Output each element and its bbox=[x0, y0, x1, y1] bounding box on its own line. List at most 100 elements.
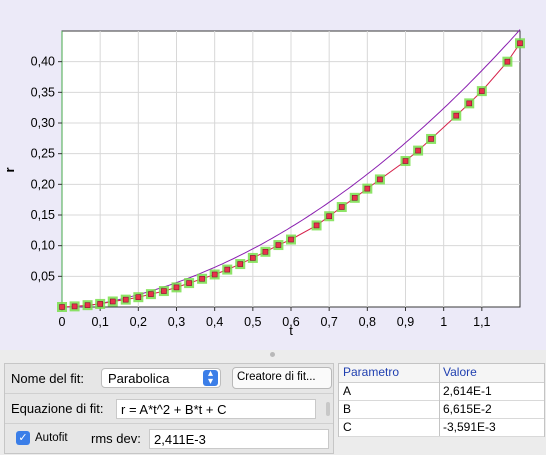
data-point[interactable] bbox=[133, 292, 144, 303]
table-row[interactable]: B 6,615E-2 bbox=[339, 401, 544, 419]
data-marker bbox=[186, 280, 192, 286]
data-marker bbox=[59, 304, 65, 310]
x-axis-label: t bbox=[289, 323, 293, 338]
data-point[interactable] bbox=[324, 211, 335, 222]
y-tick-label: 0,20 bbox=[31, 177, 55, 191]
data-point[interactable] bbox=[426, 133, 437, 144]
fit-name-value: Parabolica bbox=[108, 371, 170, 386]
data-point[interactable] bbox=[197, 273, 208, 284]
y-tick-label: 0,40 bbox=[31, 55, 55, 69]
data-marker bbox=[250, 255, 256, 261]
data-point[interactable] bbox=[349, 192, 360, 203]
data-point[interactable] bbox=[82, 300, 93, 311]
param-name: B bbox=[343, 402, 352, 416]
param-value: 2,614E-1 bbox=[443, 384, 492, 398]
data-marker bbox=[161, 288, 167, 294]
data-point[interactable] bbox=[502, 56, 513, 67]
table-row[interactable]: C -3,591E-3 bbox=[339, 419, 544, 437]
data-point[interactable] bbox=[171, 282, 182, 293]
equation-field[interactable]: r = A*t^2 + B*t + C bbox=[116, 399, 316, 419]
data-marker bbox=[479, 88, 485, 94]
data-point[interactable] bbox=[273, 240, 284, 251]
param-name: C bbox=[343, 420, 352, 434]
rms-label: rms dev: bbox=[91, 431, 141, 446]
data-point[interactable] bbox=[120, 294, 131, 305]
data-point[interactable] bbox=[158, 286, 169, 297]
x-tick-label: 0,6 bbox=[282, 315, 299, 329]
fit-builder-button[interactable]: Creatore di fit... bbox=[232, 367, 332, 389]
plot-panel[interactable]: 0 0,1 0,2 0,3 0,4 0,5 0,6 0,7 0,8 0,9 1 1,1 0,05 0,10… bbox=[0, 0, 546, 350]
param-name: A bbox=[343, 384, 352, 398]
param-value: 6,615E-2 bbox=[443, 402, 492, 416]
value-column-header[interactable]: Valore bbox=[443, 365, 477, 379]
data-marker bbox=[288, 236, 294, 243]
data-marker bbox=[97, 301, 103, 307]
data-marker bbox=[402, 158, 409, 164]
data-point[interactable] bbox=[286, 234, 296, 245]
data-point[interactable] bbox=[362, 183, 373, 194]
fit-controls-area: Nome del fit: Parabolica ▴ ▾ Creatore di … bbox=[0, 360, 546, 455]
autofit-checkbox[interactable]: ✓ bbox=[16, 431, 30, 445]
data-point[interactable] bbox=[311, 220, 322, 231]
data-marker bbox=[377, 176, 383, 183]
fit-name-select[interactable]: Parabolica ▴ ▾ bbox=[101, 368, 221, 388]
x-tick-label: 0 bbox=[59, 315, 66, 329]
param-column-header[interactable]: Parametro bbox=[343, 365, 400, 379]
data-marker bbox=[428, 136, 434, 142]
data-marker bbox=[275, 242, 282, 248]
x-tick-label: 0,3 bbox=[168, 315, 185, 329]
data-point[interactable] bbox=[69, 301, 80, 312]
data-point[interactable] bbox=[95, 298, 106, 309]
x-tick-label: 0,9 bbox=[397, 315, 414, 329]
data-marker bbox=[237, 261, 244, 267]
autofit-row: ✓ Autofit rms dev: 2,411E-3 bbox=[5, 424, 333, 453]
split-divider-handle[interactable] bbox=[270, 352, 275, 357]
table-row[interactable]: A 2,614E-1 bbox=[339, 383, 544, 401]
x-tick-label: 1,1 bbox=[473, 315, 490, 329]
data-point[interactable] bbox=[145, 289, 156, 300]
params-table[interactable]: Parametro Valore A 2,614E-1 B 6,615E-2 C… bbox=[338, 363, 545, 437]
data-point[interactable] bbox=[209, 269, 220, 280]
x-tick-label: 0,8 bbox=[359, 315, 376, 329]
param-value: -3,591E-3 bbox=[443, 420, 496, 434]
rms-value-field: 2,411E-3 bbox=[149, 429, 329, 449]
data-marker bbox=[415, 147, 421, 154]
data-marker bbox=[338, 204, 345, 210]
y-tick-label: 0,35 bbox=[31, 85, 55, 99]
data-marker bbox=[351, 195, 358, 201]
chevron-updown-icon: ▴ ▾ bbox=[203, 369, 218, 387]
y-tick-label: 0,30 bbox=[31, 116, 55, 130]
data-point[interactable] bbox=[400, 156, 411, 167]
data-point[interactable] bbox=[451, 110, 462, 121]
y-tick-label: 0,05 bbox=[31, 269, 55, 283]
data-marker bbox=[364, 185, 371, 192]
equation-label: Equazione di fit: bbox=[11, 401, 104, 416]
data-marker bbox=[173, 284, 180, 291]
data-point[interactable] bbox=[515, 38, 525, 49]
data-point[interactable] bbox=[374, 174, 385, 185]
data-point[interactable] bbox=[464, 98, 475, 109]
data-marker bbox=[84, 302, 91, 308]
y-axis-label: r bbox=[2, 167, 17, 172]
data-point[interactable] bbox=[260, 246, 271, 257]
data-point[interactable] bbox=[222, 264, 233, 275]
x-tick-label: 0,2 bbox=[130, 315, 147, 329]
data-marker bbox=[262, 249, 269, 255]
data-point[interactable] bbox=[57, 302, 67, 312]
data-point[interactable] bbox=[247, 252, 258, 263]
data-point[interactable] bbox=[413, 145, 424, 156]
data-point[interactable] bbox=[476, 86, 487, 97]
data-marker bbox=[326, 213, 332, 220]
data-marker bbox=[148, 291, 154, 297]
data-point[interactable] bbox=[336, 202, 347, 213]
data-point[interactable] bbox=[107, 296, 118, 307]
fit-chart[interactable]: 0 0,1 0,2 0,3 0,4 0,5 0,6 0,7 0,8 0,9 1 1,1 0,05 0,10… bbox=[0, 0, 546, 350]
data-marker bbox=[224, 266, 231, 273]
data-marker bbox=[135, 294, 142, 300]
data-marker bbox=[313, 222, 320, 229]
grip-handle-icon[interactable] bbox=[326, 402, 330, 416]
data-point[interactable] bbox=[184, 278, 195, 289]
y-tick-label: 0,15 bbox=[31, 208, 55, 222]
params-table-header: Parametro Valore bbox=[339, 364, 544, 383]
data-point[interactable] bbox=[235, 259, 246, 270]
